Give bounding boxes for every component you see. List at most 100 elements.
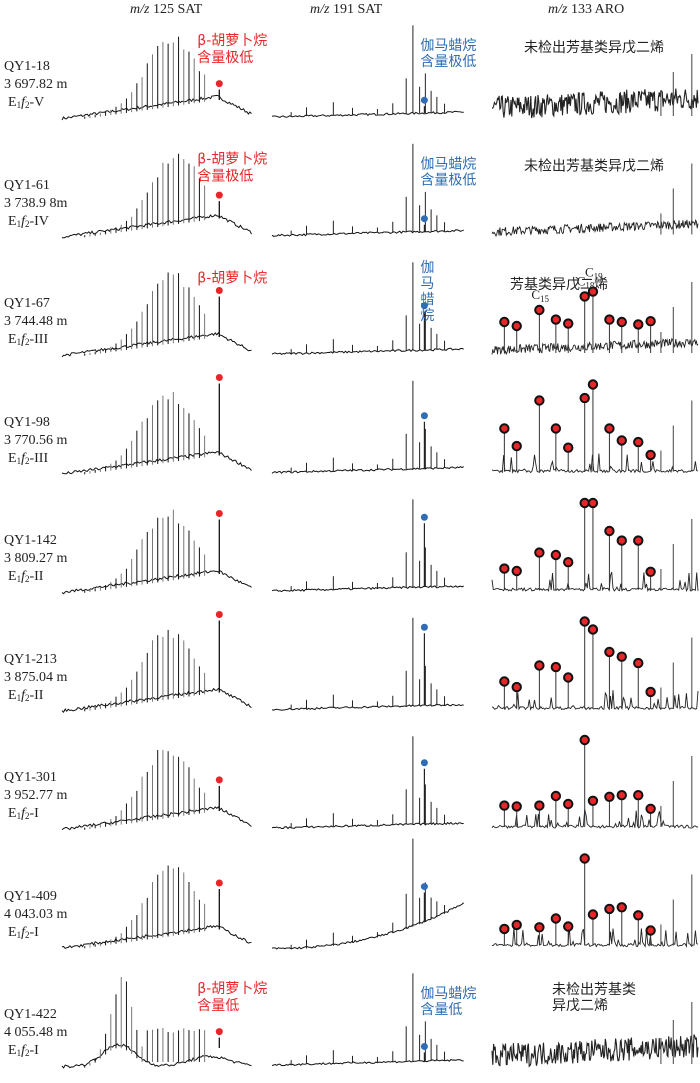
gammacerane-annotation: 伽马蜡烷 — [420, 986, 476, 1002]
sample-id: QY1-409 — [4, 888, 57, 904]
aryl-isoprenoid-marker — [563, 318, 574, 329]
chromatogram-m191 — [271, 380, 464, 474]
baseline-trace — [271, 1058, 464, 1067]
carotane-marker — [215, 1028, 223, 1036]
aryl-isoprenoid-marker — [550, 661, 562, 673]
aromatic-trace — [491, 337, 699, 356]
carotane-annotation: β-胡萝卜烷 — [197, 152, 267, 168]
gammacerane-marker — [420, 215, 428, 223]
aryl-isoprenoid-marker — [511, 565, 522, 577]
aryl-isoprenoid-marker — [616, 535, 627, 546]
aryl-isoprenoid-marker — [534, 395, 545, 406]
aryl-isoprenoid-marker — [633, 535, 644, 546]
sample-depth: 4 055.48 m — [4, 1025, 68, 1040]
aromatic-annotation: 未检出芳基类 — [552, 981, 636, 998]
gammacerane-annotation: 伽马蜡烷 — [420, 157, 476, 173]
sample-formation: E1f2-III — [8, 332, 49, 347]
chromatogram-m133: 未检出芳基类异戊二烯 — [492, 39, 699, 119]
aryl-isoprenoid-marker — [579, 392, 590, 404]
baseline-trace — [61, 451, 252, 475]
aryl-isoprenoid-marker — [499, 423, 510, 434]
sample-id: QY1-98 — [4, 414, 50, 430]
sample-row-QY1-409 — [61, 838, 699, 950]
gammacerane-marker — [420, 96, 428, 104]
baseline-trace — [271, 902, 465, 950]
sample-id: QY1-142 — [4, 533, 57, 548]
aryl-isoprenoid-marker — [604, 525, 615, 537]
sample-id: QY1-301 — [4, 770, 57, 785]
sample-formation: E1f2-III — [8, 450, 49, 466]
sample-id: QY1-67 — [4, 296, 50, 311]
sample-label: QY1-213 3 875.04 m E1f2-II — [4, 651, 67, 707]
sample-id: QY1-61 — [4, 177, 50, 193]
chromatogram-m191 — [271, 838, 465, 950]
column-header-prefix: m/z — [548, 2, 568, 17]
sample-depth: 3 744.48 m — [4, 314, 68, 329]
chromatogram-m133 — [491, 853, 699, 948]
aryl-isoprenoid-marker — [511, 681, 522, 693]
aryl-isoprenoid-marker — [587, 497, 599, 509]
chromatogram-m133: 未检出芳基类异戊二烯 — [491, 981, 699, 1068]
carotane-marker — [215, 80, 223, 88]
aryl-isoprenoid-marker — [499, 676, 510, 687]
chromatogram-m133 — [491, 379, 699, 474]
carbon-number-label: C18 — [577, 273, 595, 290]
aryl-isoprenoid-marker — [645, 686, 656, 698]
chromatogram-m125 — [61, 865, 252, 950]
gammacerane-marker — [420, 883, 428, 891]
gammacerane-annotation: 含量极低 — [420, 54, 476, 70]
baseline-trace — [61, 925, 252, 950]
aromatic-trace — [491, 1034, 699, 1068]
aromatic-trace — [491, 809, 699, 829]
gammacerane-marker — [420, 513, 428, 521]
aryl-isoprenoid-marker — [534, 660, 545, 671]
sample-formation: E1f2-I — [8, 806, 39, 821]
sample-formation: E1f2-V — [8, 95, 45, 110]
sample-depth: 3 952.77 m — [4, 788, 68, 803]
column-header-label: 191 SAT — [332, 2, 383, 17]
sample-label: QY1-409 4 043.03 m E1f2-I — [4, 888, 67, 944]
aryl-isoprenoid-marker — [550, 913, 562, 924]
carbon-number-label: C19 — [585, 265, 603, 282]
aryl-isoprenoid-marker — [534, 304, 545, 316]
aromatic-trace — [492, 88, 699, 119]
aryl-isoprenoid-marker — [534, 922, 545, 933]
aromatic-trace — [491, 571, 699, 592]
sample-depth: 3 809.27 m — [4, 551, 68, 566]
carotane-annotation: 含量极低 — [197, 50, 253, 66]
aryl-isoprenoid-marker — [616, 651, 627, 662]
chromatogram-m133 — [491, 616, 699, 711]
sample-label: QY1-142 3 809.27 m E1f2-II — [4, 532, 67, 588]
aromatic-trace — [491, 926, 699, 948]
aryl-isoprenoid-marker — [604, 314, 615, 325]
aryl-isoprenoid-marker — [511, 801, 522, 812]
sample-depth: 3 770.56 m — [4, 432, 68, 448]
aryl-isoprenoid-marker — [511, 320, 522, 332]
aryl-isoprenoid-marker — [616, 790, 627, 801]
baseline-trace — [271, 229, 464, 237]
aryl-isoprenoid-marker — [633, 319, 644, 330]
chromatogram-m125 — [61, 611, 252, 714]
chromatogram-m191: 伽马蜡烷 — [271, 260, 464, 355]
aryl-isoprenoid-marker — [563, 442, 574, 453]
aryl-isoprenoid-marker — [633, 790, 644, 801]
chromatogram-m191 — [271, 617, 464, 711]
chromatogram-m125 — [61, 509, 252, 595]
aryl-isoprenoid-marker — [587, 909, 599, 920]
aryl-isoprenoid-marker — [604, 903, 615, 915]
sample-id: QY1-18 — [4, 59, 50, 74]
carotane-annotation: β-胡萝卜烷 — [197, 271, 267, 287]
sample-depth: 3 875.04 m — [4, 669, 68, 685]
baseline-trace — [271, 347, 464, 355]
column-header-m125: m/z 125 SAT — [130, 2, 202, 18]
carotane-annotation: 含量低 — [197, 998, 239, 1014]
aryl-isoprenoid-marker — [587, 379, 599, 390]
aromatic-trace — [491, 218, 699, 238]
aryl-isoprenoid-marker — [550, 549, 562, 561]
aromatic-annotation: 未检出芳基类异戊二烯 — [524, 39, 664, 56]
sample-label: QY1-301 3 952.77 m E1f2-I — [4, 769, 67, 825]
